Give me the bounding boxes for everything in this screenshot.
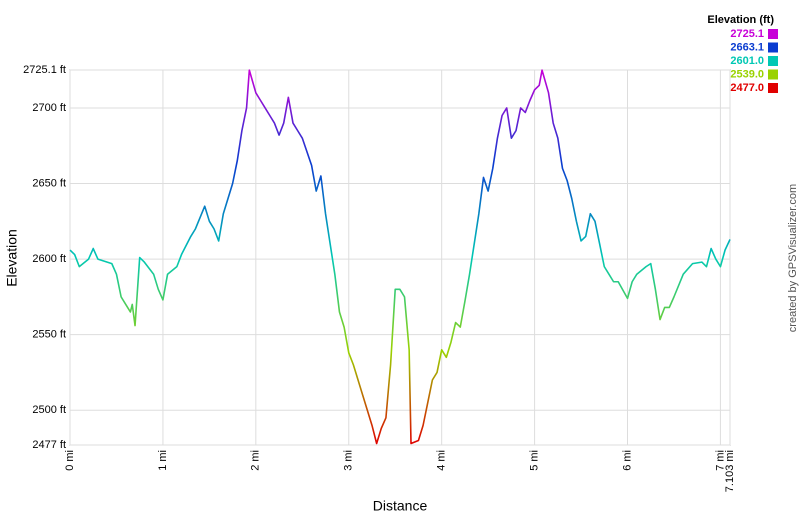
x-tick-label: 3 mi (343, 450, 355, 471)
x-tick-label: 7 mi (714, 450, 726, 471)
legend-swatch (768, 83, 778, 93)
y-tick-label: 2650 ft (32, 177, 66, 189)
y-axis-title: Elevation (4, 229, 20, 287)
credit: created by GPSVisualizer.com (787, 184, 799, 332)
legend-label: 2725.1 (730, 28, 764, 40)
x-tick-label: 6 mi (621, 450, 633, 471)
x-axis-title: Distance (373, 498, 428, 514)
x-tick-label: 1 mi (157, 450, 169, 471)
legend-swatch (768, 42, 778, 53)
legend-label: 2477.0 (730, 82, 764, 94)
x-tick-label: 0 mi (64, 450, 76, 471)
legend-swatch (768, 69, 778, 80)
legend-label: 2601.0 (730, 55, 764, 67)
y-tick-label: 2477 ft (32, 439, 66, 451)
elevation-line (69, 69, 731, 445)
x-tick-label: 4 mi (436, 450, 448, 471)
legend-swatch (768, 56, 778, 66)
x-tick-label: 5 mi (528, 450, 540, 471)
y-tick-label: 2725.1 ft (23, 64, 66, 76)
legend-swatch (768, 29, 778, 39)
legend-title: Elevation (ft) (707, 14, 774, 26)
y-tick-label: 2500 ft (32, 404, 66, 416)
x-tick-label: 7.103 mi (724, 450, 736, 492)
y-tick-label: 2600 ft (32, 253, 66, 265)
y-tick-label: 2550 ft (32, 329, 66, 341)
plot-area (69, 69, 731, 446)
legend-label: 2663.1 (730, 41, 764, 53)
y-tick-label: 2700 ft (32, 102, 66, 114)
x-tick-label: 2 mi (250, 450, 262, 471)
legend-label: 2539.0 (730, 68, 764, 80)
